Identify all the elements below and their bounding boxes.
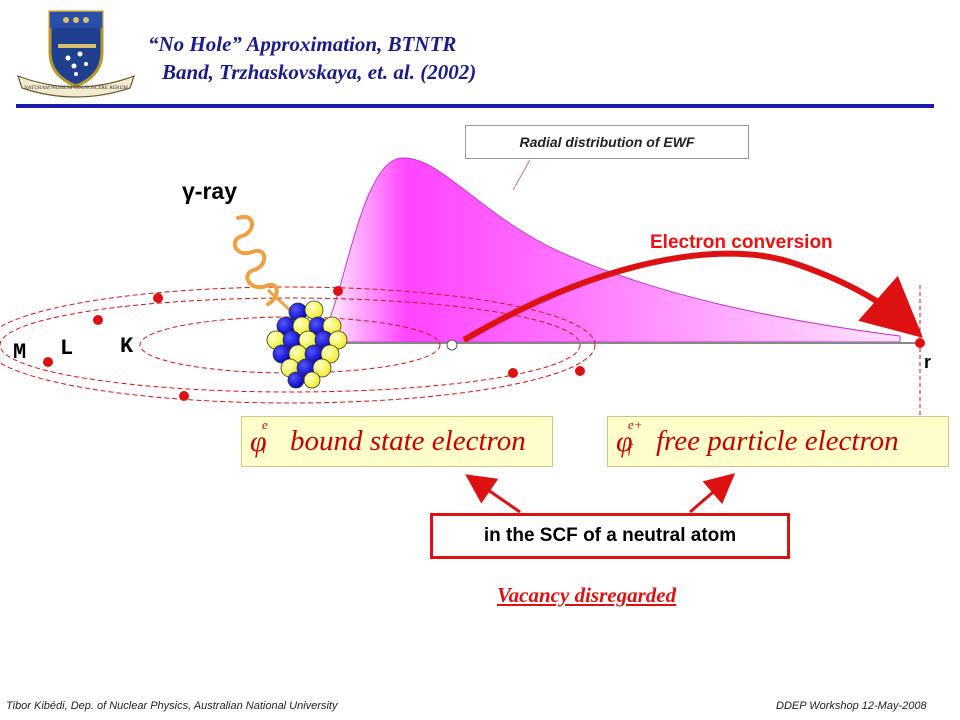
university-crest-logo: NATURAM PRIMUM COGNOSCERE RERUM — [17, 10, 135, 98]
shell-label-m: M — [13, 340, 27, 365]
free-phi-superscript: e+ — [628, 416, 643, 432]
scf-arrow-free — [689, 473, 736, 514]
proton — [304, 300, 324, 320]
nucleus — [266, 300, 348, 389]
ewf-label-box: Radial distribution of EWF — [465, 125, 749, 159]
proton — [312, 358, 332, 378]
shell-label-l: L — [60, 336, 74, 361]
r-axis-label: r — [924, 352, 932, 372]
footer-event: DDEP Workshop 12-May-2008 — [776, 700, 927, 712]
bound-state-text: bound state electron — [290, 425, 526, 457]
free-phi: φ — [616, 424, 633, 458]
header-rule — [16, 104, 934, 108]
axis-end-dot — [915, 338, 925, 348]
electron-conversion-arrow — [462, 250, 924, 343]
footer-author: Tibor Kibédi, Dep. of Nuclear Physics, A… — [6, 700, 338, 712]
electron — [508, 368, 518, 378]
free-particle-text: free particle electron — [656, 425, 899, 457]
proton — [303, 371, 321, 389]
bound-state-box: φ e i bound state electron — [241, 416, 553, 467]
shell-m-orbit — [0, 286, 596, 404]
neutron — [287, 371, 305, 389]
free-phi-subscript: f — [628, 440, 632, 456]
electron — [333, 286, 343, 296]
bound-wavefunction-symbol: φ e i — [250, 417, 276, 459]
gamma-ray-tail — [266, 288, 294, 314]
bound-phi-subscript: i — [262, 440, 266, 456]
scf-neutral-atom-box: in the SCF of a neutral atom — [430, 513, 790, 559]
shell-l-orbit — [0, 297, 581, 393]
electron — [575, 366, 585, 376]
bound-phi-superscript: e — [262, 416, 268, 432]
vacancy-hole — [446, 339, 458, 351]
electron — [93, 315, 103, 325]
shell-label-k: K — [120, 334, 134, 359]
electron — [153, 293, 163, 303]
scf-arrow-bound — [465, 474, 521, 514]
electron — [43, 357, 53, 367]
slide-title-line2: Band, Trzhaskovskaya, et. al. (2002) — [162, 60, 477, 84]
bound-phi: φ — [250, 424, 267, 458]
shell-electrons — [43, 286, 585, 401]
ewf-callout-line — [512, 159, 531, 191]
electron — [179, 391, 189, 401]
logo-motto: NATURAM PRIMUM COGNOSCERE RERUM — [24, 85, 128, 91]
gamma-ray-label: γ-ray — [182, 178, 237, 204]
free-particle-box: φ e+ f free particle electron — [607, 416, 949, 467]
gamma-ray-wave — [232, 214, 279, 306]
electron-conversion-label: Electron conversion — [650, 232, 833, 253]
proton — [328, 330, 348, 350]
vacancy-disregarded-label: Vacancy disregarded — [497, 583, 677, 607]
free-wavefunction-symbol: φ e+ f — [616, 417, 643, 459]
slide-title-line1: “No Hole” Approximation, BTNTR — [148, 32, 457, 56]
proton — [320, 344, 340, 364]
ewf-distribution-curve — [319, 157, 901, 343]
